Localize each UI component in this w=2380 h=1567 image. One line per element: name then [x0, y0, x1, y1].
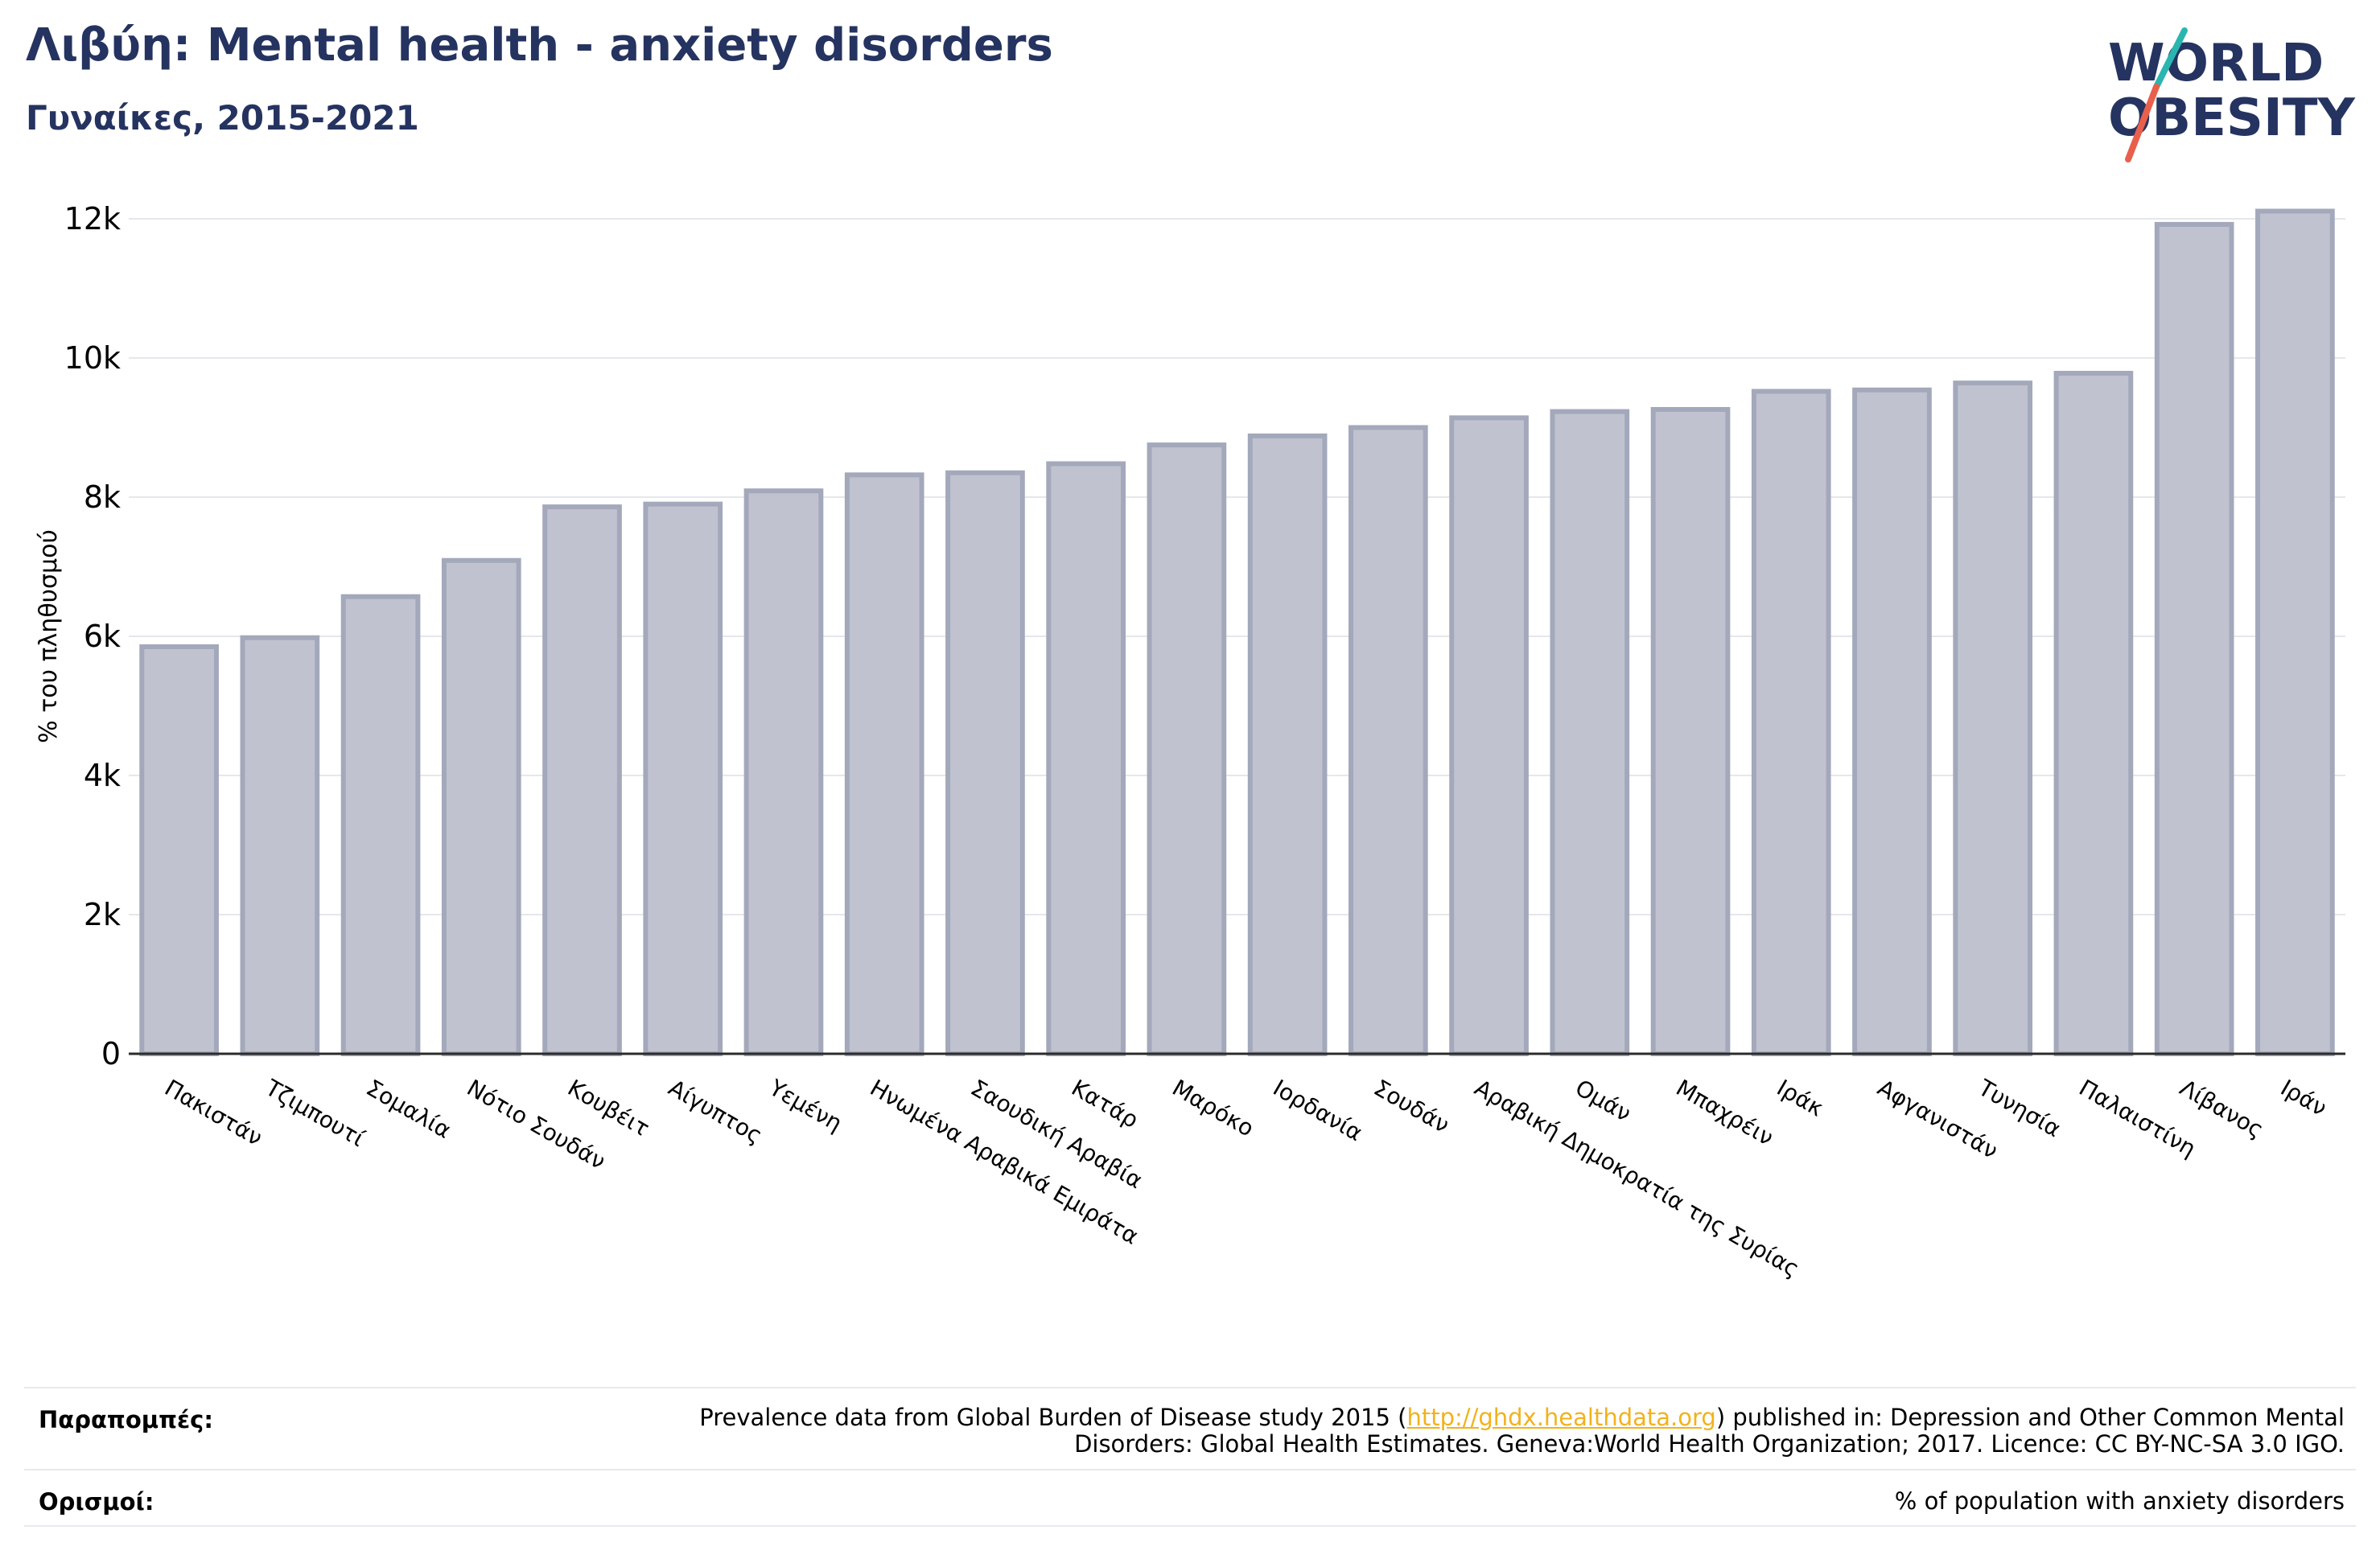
x-tick-label: Σαουδική Αραβία — [966, 1074, 1147, 1194]
y-tick-label: 12k — [64, 201, 121, 236]
chart-subtitle: Γυναίκες, 2015-2021 — [26, 98, 419, 138]
x-tick-label: Υεμένη — [764, 1074, 847, 1137]
bar — [643, 501, 723, 1056]
references-text-after: ) published in: Depression and Other Com… — [1074, 1404, 2345, 1458]
bar — [441, 557, 521, 1056]
x-tick-label: Αίγυπτος — [664, 1074, 767, 1149]
chart-title: Λιβύη: Mental health - anxiety disorders — [26, 19, 1053, 72]
bar — [1650, 407, 1731, 1056]
references-text-before: Prevalence data from Global Burden of Di… — [699, 1404, 1407, 1431]
x-tick-label: Σομαλία — [362, 1074, 456, 1143]
bar — [340, 594, 421, 1056]
bar — [844, 472, 924, 1056]
bar — [139, 644, 219, 1056]
bar — [1247, 433, 1328, 1056]
x-tick-label: Τζιμπουτί — [260, 1074, 369, 1152]
bar — [240, 635, 320, 1056]
logo-slash-top — [2153, 27, 2188, 90]
x-tick-label: Μαρόκο — [1167, 1074, 1258, 1141]
x-tick-label: Ιράκ — [1773, 1074, 1828, 1121]
footer-divider-top — [24, 1387, 2356, 1388]
y-tick-label: 6k — [84, 619, 121, 654]
definitions-label: Ορισμοί: — [39, 1488, 154, 1516]
y-tick-label: 10k — [64, 340, 121, 376]
logo-slash-bottom — [2125, 84, 2160, 162]
x-tick-label: Σουδάν — [1369, 1074, 1454, 1138]
x-tick-label: Ιράν — [2276, 1074, 2332, 1121]
bar — [1550, 409, 1630, 1057]
bar — [1046, 461, 1126, 1056]
bar — [743, 488, 824, 1056]
bar — [1751, 389, 1831, 1056]
logo-word-1: WORLD — [2108, 34, 2324, 93]
references-text: Prevalence data from Global Burden of Di… — [574, 1405, 2345, 1458]
x-tick-label: Αραβική Δημοκρατία της Συρίας — [1470, 1074, 1804, 1282]
bar-chart: 0 2k 4k 6k 8k 10k 12k % του πληθυσμού ΠακιστάνΤζ… — [35, 201, 2345, 1282]
footer-divider-middle — [24, 1469, 2356, 1470]
x-tick-label: Πακιστάν — [160, 1074, 267, 1151]
y-axis-label: % του πληθυσμού — [35, 529, 63, 743]
x-tick-label: Κατάρ — [1067, 1074, 1143, 1133]
references-link[interactable]: http://ghdx.healthdata.org — [1406, 1404, 1716, 1431]
x-tick-label: Ιορδανία — [1269, 1074, 1367, 1146]
bar — [542, 504, 622, 1056]
x-tick-label: Μπαχρέιν — [1672, 1074, 1778, 1150]
bar — [945, 470, 1025, 1056]
bar — [1147, 442, 1227, 1056]
bar — [2053, 371, 2134, 1056]
y-tick-label: 8k — [84, 479, 121, 515]
references-label: Παραπομπές: — [39, 1406, 213, 1433]
bar — [2154, 221, 2234, 1056]
bar — [1953, 380, 2033, 1056]
footer-divider-bottom — [24, 1525, 2356, 1527]
world-obesity-logo: WORLD OBESITY — [2108, 27, 2355, 162]
x-tick-label: Ομάν — [1571, 1074, 1636, 1127]
bar — [1852, 387, 1932, 1057]
bar — [2255, 208, 2335, 1056]
y-tick-label: 4k — [84, 758, 121, 793]
y-tick-label: 2k — [84, 897, 121, 932]
bar — [1449, 415, 1529, 1056]
y-tick-label: 0 — [101, 1036, 121, 1071]
bar — [1349, 425, 1428, 1056]
definitions-text: % of population with anxiety disorders — [1894, 1487, 2345, 1515]
